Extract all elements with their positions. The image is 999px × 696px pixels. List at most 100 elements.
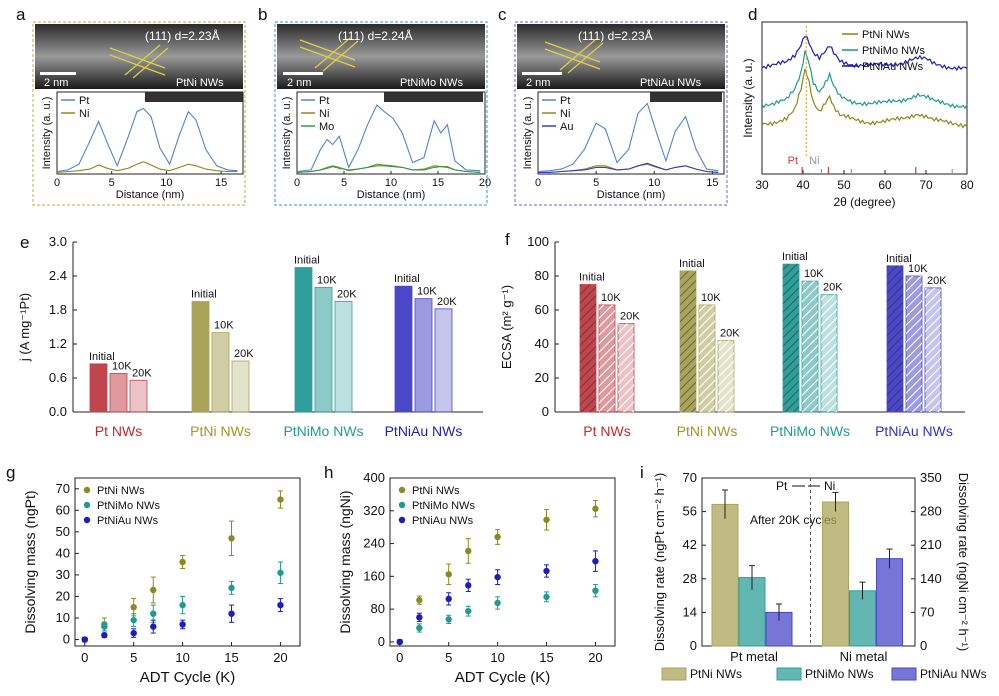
- data-point: [543, 593, 550, 601]
- data-point: [543, 567, 550, 575]
- category-label: Ni metal: [840, 649, 888, 664]
- data-point: [228, 584, 235, 592]
- legend-label: PtNiAu NWs: [97, 515, 159, 527]
- panel-letter-h: h: [324, 463, 333, 482]
- legend-label-ni: Ni: [319, 108, 329, 120]
- x-tick-label: 15: [706, 177, 718, 189]
- bar-hatch: [680, 270, 696, 412]
- y-tick-label: 2.4: [49, 268, 67, 283]
- bar-label: 20K: [132, 367, 152, 379]
- bar-label: 10K: [804, 268, 824, 280]
- y-axis-title: Dissolving mass (ngPt): [22, 490, 38, 633]
- panel-i-bars: After 20K cycles Pt Ni 0 14 28 42 56 70 0 70 140…: [652, 470, 987, 681]
- axes-box: [389, 477, 616, 647]
- data-point: [277, 569, 284, 576]
- legend-marker: [83, 516, 91, 524]
- scale-bar-c: [522, 72, 562, 75]
- panel-a-frame: [32, 21, 246, 206]
- y-tick-label: 0: [378, 634, 385, 649]
- panel-letter-e: e: [20, 233, 29, 252]
- series-line-ni: [56, 161, 238, 173]
- panel-g-scatter: 0 5 10 15 20 0 10 20 30 40 50 60 70 ADT Cycle (K) Diss…: [22, 477, 301, 686]
- legend-label-pt: Pt: [79, 95, 89, 107]
- tem-image-c: [517, 24, 725, 89]
- x-tick-label: 10: [490, 650, 504, 665]
- bar-hatch: [783, 264, 799, 412]
- y-tick-label-right: 140: [920, 571, 942, 586]
- legend-label: PtNi NWs: [862, 29, 910, 41]
- tem-inset-b: [384, 92, 483, 102]
- sample-label-c: PtNiAu NWs: [640, 77, 702, 89]
- bar-hatch: [718, 340, 734, 412]
- data-point: [465, 547, 472, 555]
- bar-label: 20K: [337, 289, 357, 301]
- data-point: [592, 557, 599, 565]
- group-label: PtNiMo NWs: [283, 423, 363, 439]
- legend-marker: [398, 501, 406, 509]
- x-tick-label: 20: [273, 650, 287, 665]
- x-tick-label: 0: [294, 177, 300, 189]
- bar-label: Initial: [579, 272, 605, 284]
- legend-label: PtNi NWs: [412, 485, 460, 497]
- x-tick-label: 60: [878, 178, 892, 192]
- data-point: [150, 623, 157, 630]
- data-point: [494, 533, 501, 541]
- profile-axes-box: [56, 91, 244, 175]
- data-point: [396, 638, 403, 646]
- bar: [211, 332, 230, 413]
- data-point: [277, 496, 284, 503]
- x-tick-label: 0: [54, 177, 60, 189]
- data-point: [179, 601, 186, 609]
- panel-d-xrd: 30 40 50 60 70 80 2θ (degree) Intensity (a. u.)…: [741, 21, 974, 209]
- y-tick-label-right: 350: [920, 470, 942, 485]
- y-tick-label: 20: [56, 588, 70, 603]
- y-tick-label: 100: [527, 234, 549, 249]
- data-point: [81, 636, 88, 643]
- y-tick-label: 3.0: [49, 234, 67, 249]
- data-point: [416, 596, 423, 604]
- tem-image-b: [277, 24, 485, 89]
- bar-hatch: [599, 304, 615, 412]
- bar: [294, 267, 313, 413]
- x-tick-label: 10: [175, 650, 189, 665]
- sample-label-a: PtNi NWs: [176, 77, 224, 89]
- bar: [231, 360, 250, 413]
- y-tick-label: 1.2: [49, 336, 67, 351]
- series-line-mo: [296, 165, 481, 173]
- group-label: PtNi NWs: [677, 423, 738, 439]
- y-axis-title-left: Dissolving rate (ngPt cm⁻² h⁻¹): [652, 473, 667, 651]
- x-tick-label: 5: [130, 650, 137, 665]
- bar: [314, 286, 333, 413]
- x-axis-title: Distance (nm): [357, 189, 425, 201]
- bar-label: 20K: [234, 348, 254, 360]
- legend-label: PtNiMo NWs: [412, 500, 475, 512]
- y-tick-label-left: 42: [683, 537, 697, 552]
- bar-label: 10K: [908, 263, 928, 275]
- tem-inset-a: [145, 92, 243, 102]
- profile-plot-a: 0 5 10 15 Distance (nm) Intensity (a. u.) PtNi: [41, 91, 244, 201]
- legend-label-mo: Mo: [319, 121, 334, 133]
- category-label: Pt metal: [730, 649, 778, 664]
- data-point: [494, 599, 501, 607]
- x-axis-title: Distance (nm): [116, 189, 184, 201]
- x-axis-title: 2θ (degree): [833, 195, 895, 209]
- bar-label: Initial: [394, 273, 420, 285]
- x-tick-label: 5: [593, 177, 599, 189]
- legend-label: PtNiMo NWs: [862, 45, 925, 57]
- bar-label: 10K: [214, 320, 234, 332]
- tem-image-a: [35, 24, 243, 89]
- x-tick-label: 70: [919, 178, 933, 192]
- series-line-pt: [537, 102, 719, 173]
- legend-marker: [83, 486, 91, 494]
- panel-letter-b: b: [258, 5, 267, 24]
- bar-hatch: [618, 323, 634, 412]
- tem-inset-c: [650, 92, 722, 102]
- sample-label-b: PtNiMo NWs: [400, 77, 463, 89]
- x-tick-label: 30: [755, 178, 769, 192]
- xrd-curve-1: [761, 50, 968, 110]
- panel-letter-c: c: [498, 5, 507, 24]
- lattice-label-a: (111) d=2.23Å: [145, 28, 220, 43]
- data-point: [277, 601, 284, 609]
- data-point: [465, 607, 472, 615]
